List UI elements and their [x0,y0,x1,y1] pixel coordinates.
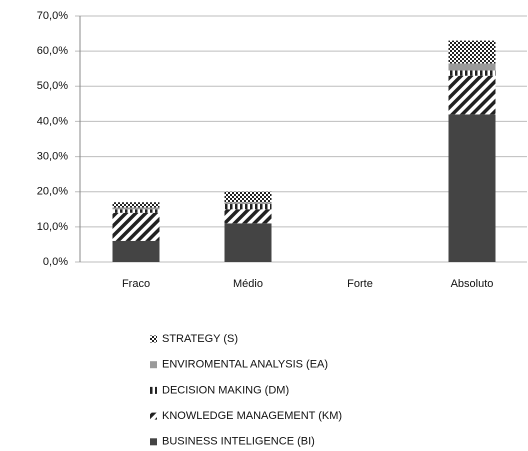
legend-swatch [150,412,157,420]
bar-segment [448,63,496,71]
bar-segment [224,202,272,205]
legend-swatch [150,361,157,369]
legend-label: DECISION MAKING (DM) [162,384,289,396]
y-tick-label: 50,0% [37,80,68,92]
bar-segment [448,75,496,115]
legend-swatch [150,438,157,446]
y-tick-label: 40,0% [37,115,68,127]
bar-segment [112,212,160,241]
legend-label: STRATEGY (S) [162,333,238,345]
bar-segment [112,202,160,208]
x-tick-label: Absoluto [451,278,494,290]
bar-segment [448,40,496,64]
bar-segment [112,207,160,210]
bar-segment [112,240,160,262]
legend-label: KNOWLEDGE MANAGEMENT (KM) [162,410,342,422]
legend-label: ENVIROMENTAL ANALYSIS (EA) [162,359,328,371]
y-tick-label: 30,0% [37,150,68,162]
y-tick-label: 60,0% [37,45,68,57]
bar-segment [112,209,160,213]
bar-segment [224,223,272,262]
legend-swatch [150,386,157,394]
x-tick-label: Forte [347,278,373,290]
bar-segment [448,70,496,76]
bar-segment [224,191,272,203]
bar-segment [224,204,272,210]
y-tick-label: 70,0% [37,10,68,22]
legend-label: BUSINESS INTELIGENCE (BI) [162,436,315,448]
legend-swatch [150,335,157,343]
y-tick-label: 10,0% [37,221,68,233]
y-tick-label: 0,0% [43,256,68,268]
x-tick-label: Médio [233,278,263,290]
y-tick-label: 20,0% [37,186,68,198]
x-tick-label: Fraco [122,278,150,290]
bar-segment [224,209,272,224]
bar-segment [448,114,496,263]
